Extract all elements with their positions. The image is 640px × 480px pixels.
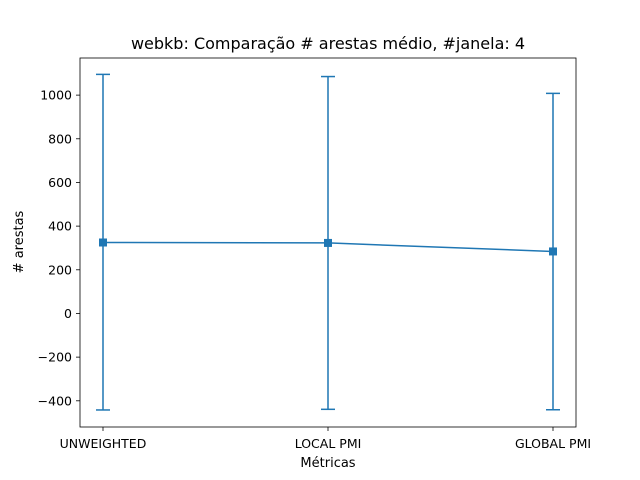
x-axis-ticks: UNWEIGHTED LOCAL PMI GLOBAL PMI (60, 427, 591, 451)
series-marks (96, 73, 560, 411)
x-tick-label: LOCAL PMI (295, 436, 362, 451)
x-tick-label: UNWEIGHTED (60, 436, 147, 451)
data-point-marker (324, 238, 332, 247)
x-tick-label: GLOBAL PMI (515, 436, 591, 451)
y-tick-label: 600 (48, 175, 72, 190)
x-axis-label: Métricas (300, 456, 355, 471)
y-axis-label: # arestas (12, 210, 27, 273)
y-tick-label: 0 (64, 306, 72, 321)
y-tick-label: 800 (48, 131, 72, 146)
y-tick-label: −200 (38, 350, 72, 365)
y-tick-label: 400 (48, 219, 72, 234)
chart-title: webkb: Comparação # arestas médio, #jane… (131, 34, 525, 53)
y-tick-label: 1000 (40, 88, 72, 103)
y-axis-ticks: −400 −200 0 200 400 600 800 1000 (38, 88, 80, 408)
y-tick-label: 200 (48, 262, 72, 277)
y-tick-label: −400 (38, 393, 72, 408)
data-point-marker (549, 247, 557, 256)
data-point-marker (99, 238, 107, 247)
